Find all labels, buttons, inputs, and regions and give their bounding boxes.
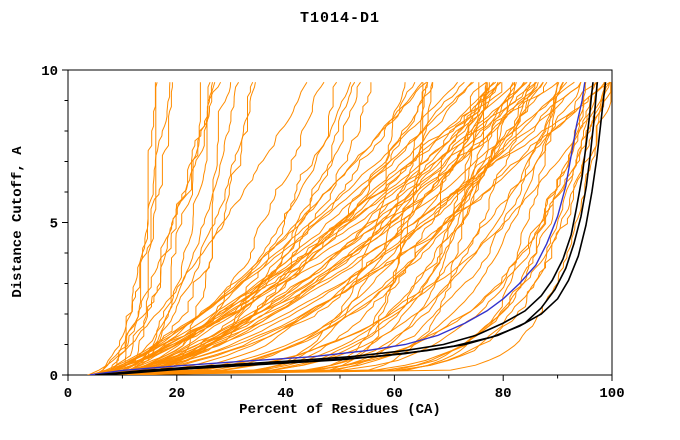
model-curve: [113, 82, 406, 375]
model-curve: [88, 81, 487, 375]
model-curve: [91, 82, 158, 375]
model-curve: [94, 82, 232, 375]
model-curve: [115, 82, 487, 375]
model-curve: [91, 81, 537, 375]
model-curve: [89, 82, 611, 375]
model-curve: [103, 81, 575, 375]
model-curve: [113, 82, 488, 375]
model-curve: [116, 82, 156, 375]
model-curve: [106, 81, 611, 375]
model-curve: [111, 82, 173, 375]
model-curve: [100, 82, 256, 375]
model-curve: [91, 82, 587, 375]
model-curve: [103, 81, 564, 375]
highlight-curve: [106, 82, 607, 375]
y-axis-label: Distance Cutoff, A: [10, 146, 26, 298]
model-curve: [93, 81, 516, 375]
highlight-curve: [95, 82, 594, 375]
model-curve: [93, 82, 515, 375]
y-tick-label: 10: [41, 64, 58, 80]
x-axis-label: Percent of Residues (CA): [239, 402, 441, 418]
chart-title: T1014-D1: [299, 10, 380, 27]
model-curve: [92, 81, 582, 375]
model-curve: [95, 82, 216, 375]
model-curve: [90, 81, 548, 375]
curves-layer: [87, 81, 612, 375]
model-curve: [103, 82, 597, 375]
model-curve: [92, 82, 536, 375]
model-curve: [106, 81, 537, 375]
model-curve: [90, 81, 472, 375]
model-curve: [106, 82, 213, 375]
x-tick-label: 60: [386, 386, 403, 402]
model-curve: [93, 81, 559, 375]
x-tick-label: 0: [64, 386, 72, 402]
model-curve: [112, 82, 531, 375]
model-curve: [109, 81, 599, 375]
model-curve: [96, 81, 526, 375]
model-curve: [114, 81, 474, 375]
model-curve: [90, 81, 499, 375]
model-curve: [109, 82, 596, 375]
model-curve: [90, 82, 433, 375]
model-curve: [111, 82, 201, 375]
model-curve: [110, 82, 612, 375]
y-tick-label: 5: [50, 217, 58, 233]
model-curve: [103, 82, 606, 375]
model-curve: [114, 81, 423, 375]
model-curve: [97, 81, 564, 375]
y-tick-label: 0: [50, 369, 58, 385]
x-tick-label: 40: [277, 386, 294, 402]
model-curve: [109, 81, 544, 375]
model-curve: [92, 82, 490, 375]
model-curve: [89, 81, 338, 375]
model-curve: [94, 82, 171, 375]
model-curve: [89, 82, 560, 375]
model-curve: [116, 82, 558, 375]
reference-curve: [89, 82, 586, 375]
model-curve: [94, 81, 222, 375]
model-curve: [98, 81, 458, 375]
model-curve: [94, 81, 532, 375]
model-curve: [108, 82, 428, 375]
model-curve: [98, 82, 586, 375]
model-curve: [106, 81, 254, 375]
model-curve: [100, 82, 480, 375]
x-tick-label: 80: [495, 386, 512, 402]
model-curve: [104, 81, 361, 375]
model-curve: [96, 81, 568, 375]
model-curve: [109, 82, 582, 375]
model-curve: [87, 81, 240, 375]
model-curve: [88, 81, 501, 375]
model-curve: [88, 81, 308, 375]
model-curve: [90, 81, 497, 375]
x-tick-label: 20: [168, 386, 185, 402]
x-tick-label: 100: [599, 386, 624, 402]
model-curve: [108, 81, 325, 375]
model-curve: [88, 81, 582, 375]
